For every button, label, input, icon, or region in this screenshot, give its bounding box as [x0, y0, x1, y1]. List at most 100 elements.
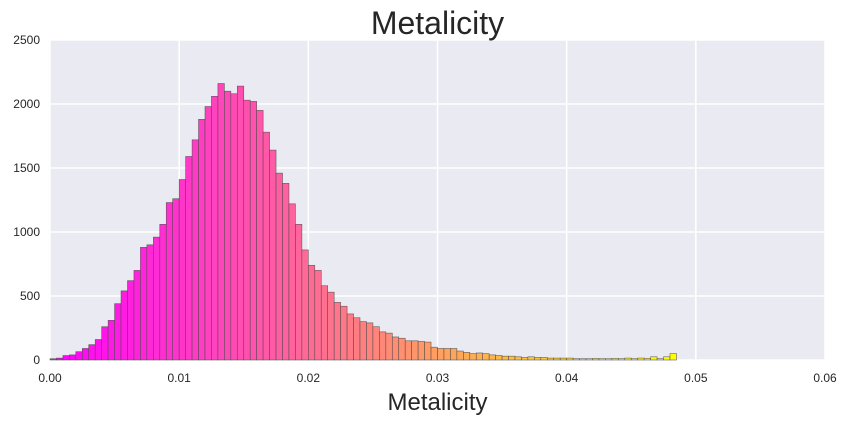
histogram-bar [495, 355, 503, 361]
histogram-bars [49, 83, 677, 361]
y-tick-label: 0 [33, 353, 40, 367]
y-tick-label: 500 [20, 289, 40, 303]
histogram-bar [120, 290, 128, 361]
histogram-bar [450, 348, 458, 361]
histogram-bar [320, 285, 329, 361]
x-tick-label: 0.03 [426, 371, 450, 385]
histogram-bar [159, 224, 167, 361]
histogram-bar [153, 236, 161, 361]
histogram-bar [585, 358, 593, 361]
histogram-bar [114, 303, 122, 361]
histogram-bar [353, 317, 361, 361]
histogram-bar [282, 183, 290, 361]
histogram-bar [275, 172, 283, 361]
histogram-bar [424, 341, 432, 361]
histogram-bar [366, 322, 374, 361]
histogram-bar [81, 348, 90, 361]
histogram-bar [488, 354, 496, 361]
histogram-bar [482, 353, 490, 361]
histogram-bar [475, 352, 484, 361]
histogram-bar [501, 355, 509, 361]
histogram-bar [172, 198, 180, 361]
histogram-bar [262, 131, 270, 361]
histogram-bar [669, 353, 677, 361]
histogram-bar [327, 291, 335, 361]
histogram-bar [204, 106, 212, 361]
histogram-bar [605, 358, 613, 361]
chart-title: Metalicity [371, 5, 504, 41]
y-tick-label: 1500 [13, 161, 40, 175]
histogram-bar [417, 341, 425, 361]
histogram-bar [630, 358, 639, 361]
histogram-bar [624, 357, 632, 361]
histogram-bar [359, 321, 367, 361]
x-tick-label: 0.04 [555, 371, 579, 385]
x-tick-label: 0.06 [813, 371, 837, 385]
histogram-bar [443, 348, 451, 361]
histogram-bar [140, 247, 148, 361]
histogram-bar [346, 313, 354, 361]
histogram-bar [340, 305, 348, 361]
histogram-bar [643, 358, 651, 361]
histogram-bar [127, 280, 135, 361]
histogram-bar [75, 351, 83, 361]
y-axis-ticks: 0 500 1000 1500 2000 2500 [13, 33, 40, 367]
histogram-bar [553, 357, 561, 361]
histogram-bar [249, 101, 257, 361]
histogram-bar [611, 358, 619, 361]
histogram-bar [521, 357, 529, 361]
histogram-bar [579, 358, 587, 361]
x-tick-label: 0.02 [297, 371, 321, 385]
histogram-bar [101, 326, 109, 361]
histogram-bar [185, 156, 193, 361]
histogram-bar [224, 90, 232, 361]
x-tick-label: 0.05 [684, 371, 708, 385]
histogram-bar [236, 85, 245, 361]
y-tick-label: 2000 [13, 97, 40, 111]
histogram-bar [508, 355, 516, 361]
histogram-bar [559, 357, 567, 361]
histogram-bar [88, 344, 96, 361]
histogram-bar [663, 356, 671, 361]
histogram-bar [391, 336, 400, 361]
histogram-bar [546, 357, 555, 361]
histogram-bar [256, 110, 264, 361]
histogram-bar [572, 358, 580, 361]
histogram-bar [514, 356, 522, 361]
histogram-bar [217, 83, 225, 361]
histogram-bar [314, 270, 322, 361]
histogram-bar [133, 270, 141, 361]
histogram-bar [178, 179, 186, 361]
histogram-bar [456, 350, 464, 361]
histogram-bar [211, 96, 219, 361]
histogram-bar [308, 264, 316, 361]
histogram-bar [146, 244, 154, 361]
histogram-bar [94, 339, 102, 361]
histogram-bar [107, 320, 115, 361]
histogram-bar [592, 358, 600, 361]
histogram-bar [598, 358, 606, 361]
histogram-bar [540, 357, 548, 361]
histogram-bar [69, 354, 77, 361]
x-tick-label: 0.01 [167, 371, 191, 385]
histogram-bar [230, 93, 238, 361]
histogram-bar [430, 346, 438, 361]
histogram-bar [288, 203, 296, 361]
y-tick-label: 2500 [13, 33, 40, 47]
histogram-bar [198, 119, 206, 361]
histogram-bar [469, 353, 477, 361]
histogram-bar [49, 358, 57, 361]
histogram-bar [269, 149, 277, 361]
histogram-bar [333, 302, 341, 361]
histogram-bar [411, 340, 419, 361]
y-tick-label: 1000 [13, 225, 40, 239]
x-axis-ticks: 0.00 0.01 0.02 0.03 0.04 0.05 0.06 [38, 371, 837, 385]
histogram-bar [650, 356, 658, 361]
histogram-bar [62, 355, 70, 361]
histogram-bar [191, 139, 199, 361]
histogram-bar [618, 358, 626, 361]
histogram-bar [243, 99, 251, 361]
histogram-bar [534, 357, 542, 361]
x-axis-label: Metalicity [387, 389, 487, 416]
histogram-bar [301, 249, 309, 361]
